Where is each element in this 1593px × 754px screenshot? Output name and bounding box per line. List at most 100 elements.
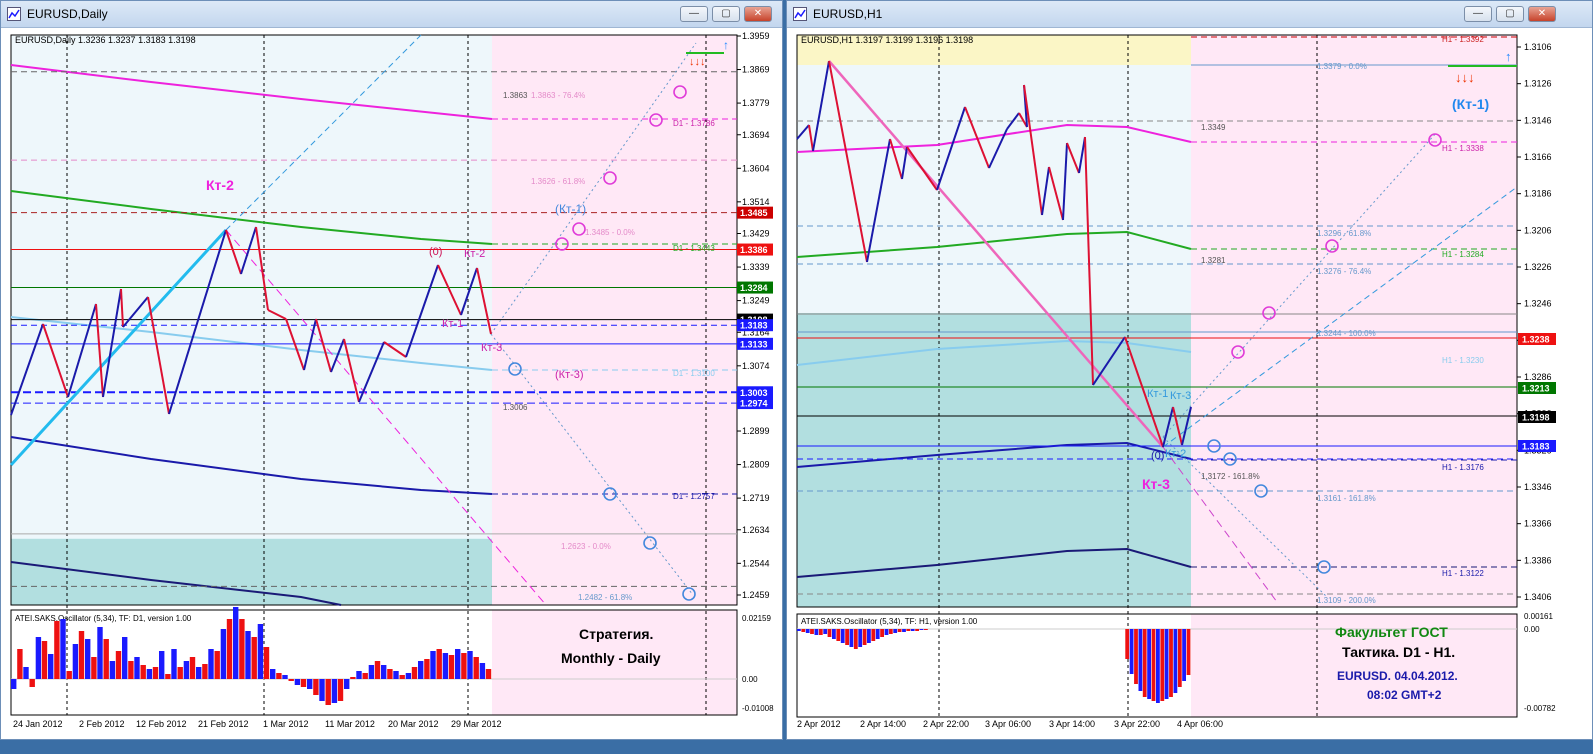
window-title-bar[interactable]: EURUSD,Daily — ▢ ✕ xyxy=(1,1,782,28)
oscillator-bar xyxy=(862,629,867,645)
oscillator-bar xyxy=(220,629,227,679)
level-label: 1.3161 - 161.8% xyxy=(1317,494,1376,503)
oscillator-bar xyxy=(424,659,430,679)
window-title: EURUSD,H1 xyxy=(813,7,883,21)
oscillator-frame xyxy=(796,613,1518,718)
level-label: 1.3349 xyxy=(1201,123,1226,132)
projection-up xyxy=(1162,131,1438,438)
oscillator-bar xyxy=(300,679,307,687)
oscillator-bar xyxy=(368,665,375,679)
trend-line-support xyxy=(9,228,228,467)
price-tick-label: 1.3226 xyxy=(1524,262,1552,272)
fibo-target-circle xyxy=(1325,239,1339,253)
oscillator-bar xyxy=(103,639,109,679)
level-label: 1.2482 - 61.8% xyxy=(578,593,632,602)
oscillator-bar xyxy=(827,629,832,637)
date-tick-label: 12 Feb 2012 xyxy=(136,719,187,729)
fibo-target-circle xyxy=(673,85,687,99)
h1-chart-window[interactable]: EURUSD,H1 — ▢ ✕ ↓↓↓ ↑ EURUSD,H1 1.3197 1.3… xyxy=(786,0,1593,740)
oscillator-bar xyxy=(467,651,473,679)
projection-down xyxy=(1162,436,1328,598)
price-tick-label: 1.3106 xyxy=(1524,42,1552,52)
oscillator-bar xyxy=(1160,629,1165,701)
zigzag-up-segment xyxy=(10,323,44,416)
oscillator-bar xyxy=(418,661,424,679)
price-box-label: 1.3238 xyxy=(1522,335,1550,345)
level-label: H1 - 1.3284 xyxy=(1442,250,1484,259)
oscillator-bar xyxy=(867,629,871,643)
oscillator-bar xyxy=(276,673,282,679)
ma-navy xyxy=(796,547,1192,578)
oscillator-bar xyxy=(1129,629,1134,674)
daily-chart-window[interactable]: EURUSD,Daily — ▢ ✕ ↓↓↓ ↑ EURUSD,Daily 1.32… xyxy=(0,0,783,740)
close-button[interactable]: ✕ xyxy=(744,6,772,22)
level-label: H1 - 1.3122 xyxy=(1442,569,1484,578)
price-tick-label: 1.3166 xyxy=(1524,152,1552,162)
zigzag-up-segment xyxy=(240,226,257,275)
price-tick-label: 1.3286 xyxy=(1524,372,1552,382)
oscillator-bar xyxy=(41,641,48,679)
price-tick-label: 1.3366 xyxy=(1524,519,1552,529)
oscillator-bar xyxy=(313,679,319,695)
price-tick-label: 1.3074 xyxy=(742,361,770,371)
oscillator-bar xyxy=(257,624,264,679)
ma-magenta xyxy=(10,64,493,120)
oscillator-bar xyxy=(23,667,29,679)
oscillator-bar xyxy=(109,661,116,679)
chart-header: EURUSD,Daily 1.3236 1.3237 1.3183 1.3198 xyxy=(15,35,196,45)
minimize-button[interactable]: — xyxy=(680,6,708,22)
window-title-bar[interactable]: EURUSD,H1 — ▢ ✕ xyxy=(787,1,1592,28)
oscillator-bar xyxy=(251,637,257,679)
minimize-button[interactable]: — xyxy=(1464,6,1492,22)
oscillator-bar xyxy=(387,669,393,679)
oscillator-bar xyxy=(11,679,17,689)
oscillator-forecast-zone xyxy=(492,610,737,715)
oscillator-bar xyxy=(344,679,350,689)
zigzag-up-segment xyxy=(122,296,149,328)
price-tick-label: 1.3246 xyxy=(1524,299,1552,309)
price-box xyxy=(1518,411,1556,423)
oscillator-header: ATEI.SAKS.Oscillator (5,34), TF: H1, ver… xyxy=(801,617,978,626)
oscillator-bar xyxy=(134,657,140,679)
up-arrow-icon: ↑ xyxy=(723,38,729,52)
fibo-target-circle xyxy=(603,487,617,501)
oscillator-bar xyxy=(78,631,85,679)
zigzag-down-segment xyxy=(147,296,170,415)
maximize-button[interactable]: ▢ xyxy=(712,6,740,22)
level-label: H1 - 1.3392 xyxy=(1442,35,1484,44)
level-label: 1.3296 - 61.8% xyxy=(1317,229,1371,238)
oscillator-bar xyxy=(208,649,214,679)
caption-line: Monthly - Daily xyxy=(561,650,661,666)
zigzag-up-segment xyxy=(812,60,830,152)
date-tick-label: 11 Mar 2012 xyxy=(325,719,375,729)
fibo-target-circle xyxy=(649,113,663,127)
price-tick-label: 1.3406 xyxy=(1524,592,1552,602)
oscillator-bar xyxy=(152,667,159,679)
oscillator-forecast-zone xyxy=(1191,614,1517,717)
level-label: D1 - 1.3100 xyxy=(673,369,715,378)
h1-chart-area[interactable]: ↓↓↓ ↑ EURUSD,H1 1.3197 1.3199 1.3196 1.319… xyxy=(787,27,1592,739)
oscillator-bar xyxy=(115,651,122,679)
trend-line-extension xyxy=(225,34,422,231)
oscillator-bar xyxy=(140,665,146,679)
level-label: H1 - 1.3230 xyxy=(1442,356,1484,365)
close-button[interactable]: ✕ xyxy=(1528,6,1556,22)
oscillator-bar xyxy=(325,679,331,705)
oscillator-bar xyxy=(307,679,313,689)
price-box xyxy=(737,386,773,399)
zigzag-down-segment xyxy=(120,288,124,328)
zigzag-down-segment xyxy=(906,146,938,191)
price-tick-label: 1.3429 xyxy=(742,229,770,239)
date-tick-label: 24 Jan 2012 xyxy=(13,719,63,729)
zigzag-up-segment xyxy=(330,338,345,373)
zigzag-up-segment xyxy=(168,229,227,415)
zigzag-up-segment xyxy=(405,264,439,358)
oscillator-bar xyxy=(1156,629,1160,703)
oscillator-bar xyxy=(362,673,368,679)
maximize-button[interactable]: ▢ xyxy=(1496,6,1524,22)
price-box-label: 1.3133 xyxy=(740,339,768,349)
daily-chart-area[interactable]: ↓↓↓ ↑ EURUSD,Daily 1.3236 1.3237 1.3183 1.… xyxy=(1,27,782,739)
level-label: 1.2623 - 0.0% xyxy=(561,542,611,551)
oscillator-bar xyxy=(910,629,915,631)
level-label: 1.3626 - 61.8% xyxy=(531,177,585,186)
